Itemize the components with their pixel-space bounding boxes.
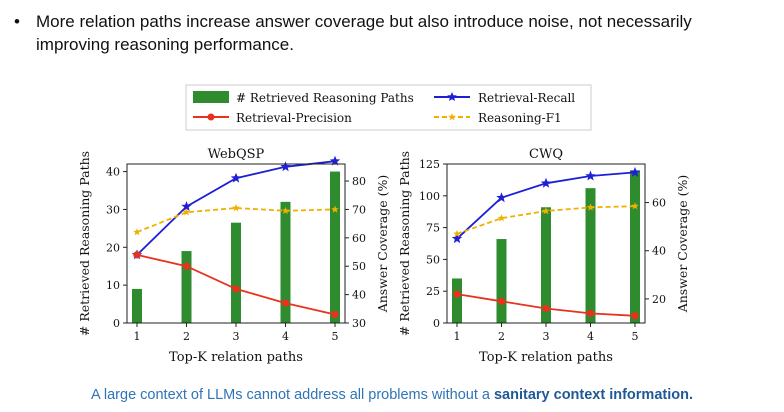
y2-tick-label: 70 [352, 203, 366, 216]
recall-point-5 [329, 155, 341, 166]
y2-tick-label: 60 [652, 197, 666, 210]
footer-text: A large context of LLMs cannot address a… [90, 387, 494, 403]
bullet-marker: • [14, 12, 20, 31]
f1-point-1 [453, 229, 461, 238]
y-tick-label: 0 [433, 317, 440, 330]
x-tick-label: 3 [543, 330, 550, 343]
legend-recall-marker [447, 92, 457, 101]
precision-point-1 [133, 251, 141, 259]
chart-cwq: 0 25 50 75 100 125 20 40 60 1 2 3 4 5 CWQ Top-K relatio… [397, 147, 690, 365]
x-tick-label: 1 [454, 330, 461, 343]
y-axis-label: # Retrieved Reasoning Paths [397, 151, 412, 336]
f1-point-2 [497, 214, 506, 222]
y-axis-label: # Retrieved Reasoning Paths [77, 151, 92, 336]
bar-5 [330, 171, 340, 323]
precision-point-4 [281, 299, 290, 307]
x-axis-label: Top-K relation paths [169, 350, 303, 365]
precision-point-3 [542, 304, 550, 313]
bar-1 [132, 288, 142, 323]
recall-point-4 [280, 161, 291, 172]
x-tick-label: 2 [183, 330, 190, 343]
bar-2 [181, 251, 192, 323]
f1-point-3 [542, 207, 550, 215]
chart-title: CWQ [529, 147, 563, 162]
y-tick-label: 75 [426, 222, 440, 235]
f1-line [136, 207, 336, 233]
precision-point-4 [586, 309, 595, 317]
y-tick-label: 0 [113, 317, 120, 330]
y2-axis-label: Answer Coverage (%) [675, 175, 690, 314]
legend-bars-label: # Retrieved Reasoning Paths [236, 91, 414, 105]
precision-point-2 [497, 297, 506, 305]
y-tick-label: 100 [419, 190, 440, 203]
precision-point-5 [331, 310, 339, 319]
f1-point-1 [133, 228, 141, 236]
y2-tick-label: 40 [352, 289, 366, 302]
recall-point-2 [181, 201, 192, 211]
y-tick-label: 40 [106, 166, 120, 179]
legend-precision-label: Retrieval-Precision [236, 111, 352, 125]
bar-4 [585, 188, 596, 323]
precision-point-2 [182, 262, 191, 270]
bar-5 [630, 170, 640, 323]
x-tick-label: 5 [332, 330, 339, 343]
y2-tick-label: 60 [352, 232, 366, 245]
bar-2 [496, 239, 507, 323]
footer-note: A large context of LLMs cannot address a… [0, 387, 784, 403]
bar-1 [452, 278, 462, 323]
y2-tick-label: 80 [352, 175, 366, 188]
y-tick-label: 50 [426, 253, 440, 266]
f1-point-3 [232, 204, 240, 212]
x-tick-label: 4 [587, 330, 594, 343]
x-tick-label: 4 [282, 330, 289, 343]
precision-point-3 [232, 285, 240, 293]
y-tick-label: 25 [426, 285, 440, 298]
figure: # Retrieved Reasoning Paths Retrieval-Re… [77, 84, 690, 365]
precision-point-5 [631, 312, 639, 320]
bar-4 [280, 201, 291, 323]
x-axis-label: Top-K relation paths [479, 350, 613, 365]
y2-tick-label: 30 [352, 317, 366, 330]
y-tick-label: 125 [419, 158, 440, 171]
recall-point-3 [540, 177, 552, 188]
precision-point-1 [453, 290, 461, 298]
legend-frame [185, 84, 592, 131]
recall-point-5 [629, 166, 641, 177]
y2-tick-label: 50 [352, 260, 366, 273]
chart-webqsp: 0 10 20 30 40 30 40 50 60 70 80 1 2 3 4 5 WebQSP Top-K re… [77, 147, 390, 365]
x-tick-label: 1 [134, 330, 141, 343]
x-tick-label: 3 [233, 330, 240, 343]
bullet-text: More relation paths increase answer cove… [36, 12, 692, 54]
legend-precision-marker [207, 113, 215, 121]
chart-title: WebQSP [208, 147, 265, 162]
legend: # Retrieved Reasoning Paths Retrieval-Re… [185, 84, 592, 131]
y2-tick-label: 40 [652, 245, 666, 258]
legend-bars-swatch [193, 91, 229, 103]
x-tick-label: 5 [632, 330, 639, 343]
legend-recall-label: Retrieval-Recall [478, 91, 575, 105]
footer-emphasis: sanitary context information. [493, 387, 693, 403]
y-tick-label: 10 [106, 279, 120, 292]
recall-point-2 [496, 192, 507, 203]
y-tick-label: 30 [106, 203, 120, 216]
f1-point-5 [331, 205, 339, 213]
y2-tick-label: 20 [652, 293, 666, 306]
x-tick-label: 2 [498, 330, 505, 343]
y2-axis-label: Answer Coverage (%) [375, 175, 390, 314]
f1-point-4 [586, 203, 595, 211]
recall-point-1 [451, 233, 463, 244]
f1-point-4 [281, 206, 290, 215]
f1-point-2 [182, 208, 191, 216]
bar-3 [541, 207, 551, 323]
f1-point-5 [631, 202, 639, 210]
recall-point-3 [230, 172, 242, 183]
y-tick-label: 20 [106, 241, 120, 254]
legend-f1-label: Reasoning-F1 [478, 111, 562, 125]
bar-3 [231, 222, 241, 323]
recall-point-4 [585, 170, 596, 181]
legend-f1-marker [448, 113, 456, 121]
